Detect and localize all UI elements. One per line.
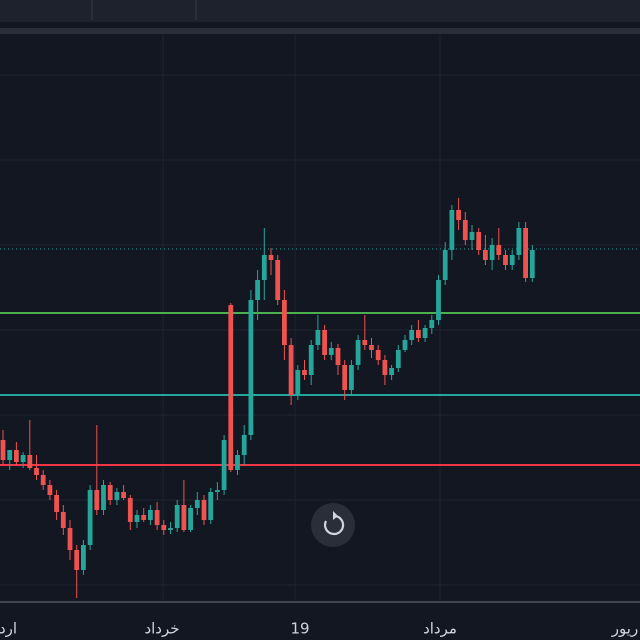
candle-body: [349, 365, 354, 390]
candle-body: [315, 330, 321, 345]
candle-body: [509, 255, 515, 265]
toolbar: [0, 0, 640, 22]
candle-body: [40, 475, 46, 485]
candle-body: [496, 245, 502, 255]
candle-body: [241, 435, 247, 455]
candle-body: [168, 528, 173, 530]
candle-body: [476, 232, 482, 250]
candle-body: [442, 250, 448, 280]
candle-body: [422, 328, 428, 338]
candle-body: [81, 545, 86, 570]
candle-body: [489, 245, 495, 260]
candle-body: [228, 305, 234, 470]
x-tick-label: ریور: [611, 620, 638, 638]
candle-body: [121, 492, 126, 498]
candle-body: [94, 490, 100, 510]
x-tick-label: خرداد: [144, 620, 179, 638]
reset-button[interactable]: [311, 503, 355, 547]
candle-body: [382, 360, 388, 375]
candle-body: [174, 505, 180, 528]
candle-body: [342, 365, 348, 390]
candle-body: [503, 255, 508, 265]
candle-body: [429, 320, 435, 328]
candle-body: [362, 340, 368, 345]
candle-body: [516, 228, 522, 255]
candle-body: [483, 250, 488, 260]
candle-body: [194, 500, 200, 508]
candle-body: [335, 348, 341, 365]
candle-body: [161, 525, 167, 530]
candle-body: [87, 490, 93, 545]
candle-body: [14, 450, 19, 462]
candle-body: [60, 512, 66, 528]
candle-body: [141, 515, 147, 520]
pane-separator: [0, 28, 640, 34]
candle-body: [295, 370, 301, 395]
candle-body: [369, 345, 374, 350]
candle-body: [181, 505, 187, 530]
candle-body: [154, 510, 160, 525]
candle-body: [302, 370, 307, 375]
candle-body: [114, 492, 120, 500]
candle-body: [74, 550, 80, 570]
reset-icon-arrow: [333, 511, 338, 520]
plot-area: [0, 198, 640, 598]
candle-body: [47, 485, 53, 495]
candle-body: [409, 330, 415, 340]
candle-body: [0, 440, 6, 460]
candle-body: [288, 345, 294, 395]
candle-body: [402, 340, 408, 350]
candle-body: [469, 232, 475, 240]
candle-body: [275, 260, 281, 300]
candle-body: [322, 330, 327, 355]
candle-body: [67, 528, 73, 550]
x-tick-label: ارد: [0, 620, 17, 638]
candle-body: [101, 485, 106, 510]
candle-body: [308, 345, 314, 375]
candle-body: [54, 495, 59, 512]
candle-body: [201, 500, 207, 520]
candle-body: [328, 348, 334, 355]
candle-body: [188, 508, 193, 530]
candle-body: [215, 490, 220, 492]
candle-body: [456, 210, 461, 220]
candle-body: [529, 250, 535, 278]
candle-body: [389, 368, 394, 375]
candle-body: [148, 510, 153, 520]
candle-body: [436, 280, 441, 320]
candle-body: [7, 450, 13, 460]
reset-button-bg[interactable]: [311, 503, 355, 547]
candle-body: [34, 468, 39, 475]
candle-body: [20, 455, 26, 462]
candle-body: [449, 210, 455, 250]
candle-body: [127, 498, 133, 522]
candle-body: [395, 350, 401, 368]
candle-body: [355, 340, 361, 365]
candle-body: [462, 220, 468, 240]
x-tick-label: 19: [290, 620, 309, 638]
candle-body: [523, 228, 528, 278]
reset-icon: [323, 514, 345, 536]
candle-body: [27, 455, 33, 468]
candle-body: [255, 280, 260, 300]
candle-body: [375, 350, 381, 360]
candle-body: [416, 330, 421, 338]
candle-body: [261, 255, 267, 280]
candle-body: [282, 300, 287, 345]
candle-body: [221, 440, 227, 490]
x-tick-label: مرداد: [423, 620, 457, 638]
candle-body: [107, 485, 113, 500]
candle-body: [134, 515, 140, 522]
candle-body: [248, 300, 254, 435]
candle-body: [235, 455, 240, 470]
candle-body: [208, 492, 214, 520]
candle-body: [268, 255, 274, 260]
